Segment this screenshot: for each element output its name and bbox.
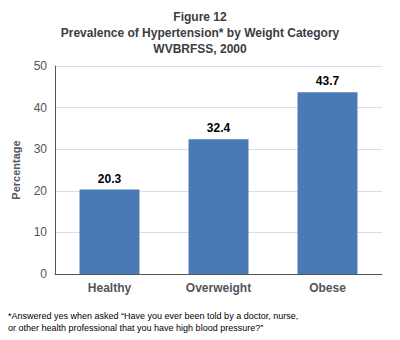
svg-text:20: 20 [34,184,48,198]
svg-text:Overweight: Overweight [186,281,251,295]
svg-text:50: 50 [34,59,48,73]
svg-text:20.3: 20.3 [98,172,122,186]
svg-text:40: 40 [34,101,48,115]
svg-text:Healthy: Healthy [88,281,132,295]
svg-text:30: 30 [34,142,48,156]
svg-text:32.4: 32.4 [207,121,231,135]
svg-text:43.7: 43.7 [316,74,340,88]
svg-text:*Answered yes when asked “Have: *Answered yes when asked “Have you ever … [8,311,298,321]
svg-text:Obese: Obese [309,281,346,295]
svg-text:or other health professional t: or other health professional that you ha… [8,323,263,333]
svg-text:10: 10 [34,225,48,239]
svg-text:WVBRFSS, 2000: WVBRFSS, 2000 [153,42,247,56]
svg-text:Prevalence of Hypertension* by: Prevalence of Hypertension* by Weight Ca… [61,26,340,40]
svg-text:Figure 12: Figure 12 [173,10,227,24]
svg-text:Percentage: Percentage [10,140,22,199]
svg-text:0: 0 [40,267,47,281]
